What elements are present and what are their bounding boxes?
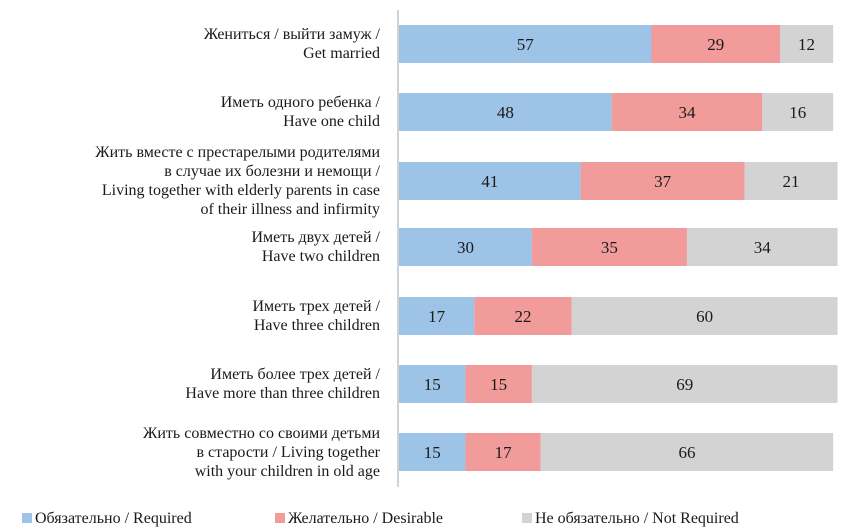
data-label: 66 (678, 443, 695, 462)
legend-label: Не обязательно / Not Required (535, 510, 739, 527)
legend: Обязательно / Required Желательно / Desir… (0, 509, 842, 531)
data-label: 17 (495, 443, 513, 462)
category-label: Иметь более трех детей / Have more than t… (185, 365, 380, 403)
bar-segment (399, 162, 581, 200)
category-label-line: Have two children (261, 248, 380, 265)
legend-item: Желательно / Desirable (275, 509, 443, 529)
bar-segment (399, 297, 475, 335)
bar-segment (540, 433, 834, 471)
data-label: 17 (428, 307, 446, 326)
data-label: 15 (424, 443, 441, 462)
bar-segment (762, 93, 834, 131)
data-label: 15 (424, 375, 441, 394)
data-label: 16 (789, 103, 806, 122)
bar-segment (651, 25, 780, 63)
bar-segment (465, 365, 532, 403)
category-label: Иметь трех детей / Have three children (253, 297, 381, 335)
category-label-line: Жениться / выйти замуж / (203, 26, 380, 43)
bar-segment (474, 297, 572, 335)
category-label: Иметь одного ребенка / Have one child (221, 93, 380, 131)
bar-segment (531, 365, 838, 403)
data-label: 69 (676, 375, 693, 394)
bar-segment (779, 25, 834, 63)
data-label: 35 (601, 238, 618, 257)
data-label: 34 (754, 238, 772, 257)
bar-segment (580, 162, 745, 200)
category-label-line: Иметь трех детей / (252, 298, 381, 315)
category-label-line: Иметь двух детей / (251, 229, 380, 246)
bar-segment (531, 228, 687, 266)
data-label: 30 (457, 238, 474, 257)
legend-swatch (522, 513, 532, 523)
data-label: 22 (515, 307, 532, 326)
data-label: 48 (497, 103, 514, 122)
category-label: Жениться / выйти замуж / Get married (204, 25, 380, 63)
data-label: 12 (798, 35, 815, 54)
bar-segment (744, 162, 838, 200)
bar-segment (399, 25, 652, 63)
category-label-line: Иметь более трех детей / (210, 366, 380, 383)
legend-swatch (275, 513, 285, 523)
category-label-line: Жить совместно со своими детьми (143, 424, 380, 442)
category-label: Жить вместе с престарелыми родителями в с… (95, 143, 380, 219)
data-label: 15 (490, 375, 507, 394)
legend-item: Не обязательно / Not Required (522, 509, 739, 529)
category-label-line: Жить вместе с престарелыми родителями (95, 144, 380, 161)
category-label-line: Have three children (253, 317, 380, 334)
bar-segment (399, 93, 612, 131)
legend-label: Обязательно / Required (35, 510, 192, 527)
data-label: 41 (481, 172, 498, 191)
data-label: 57 (517, 35, 535, 54)
category-label: Иметь двух детей / Have two children (251, 228, 380, 266)
data-label: 29 (707, 35, 724, 54)
category-label: Жить совместно со своими детьми в старост… (143, 424, 380, 481)
category-label-line: в старости / Living together (196, 443, 380, 461)
bar-segment (399, 433, 466, 471)
category-label-line: Living together with elderly parents in … (101, 182, 380, 199)
bar-segment (399, 365, 466, 403)
category-label-line: Have more than three children (185, 385, 380, 402)
data-label: 21 (783, 172, 800, 191)
legend-label: Желательно / Desirable (288, 510, 443, 527)
legend-item: Обязательно / Required (22, 509, 192, 529)
bar-segment (686, 228, 838, 266)
category-label-line: Get married (303, 45, 380, 62)
bar-segment (611, 93, 763, 131)
category-label-line: Have one child (283, 113, 380, 130)
bar-segment (399, 228, 532, 266)
data-label: 37 (654, 172, 672, 191)
bar-segment (571, 297, 838, 335)
legend-swatch (22, 513, 32, 523)
category-label-line: в случае их болезни и немощи / (164, 163, 380, 180)
category-label-line: of their illness and infirmity (200, 201, 380, 218)
category-label-line: Иметь одного ребенка / (220, 94, 380, 111)
category-label-line: with your children in old age (194, 462, 380, 480)
data-label: 34 (678, 103, 696, 122)
data-label: 60 (696, 307, 713, 326)
bar-segment (465, 433, 541, 471)
